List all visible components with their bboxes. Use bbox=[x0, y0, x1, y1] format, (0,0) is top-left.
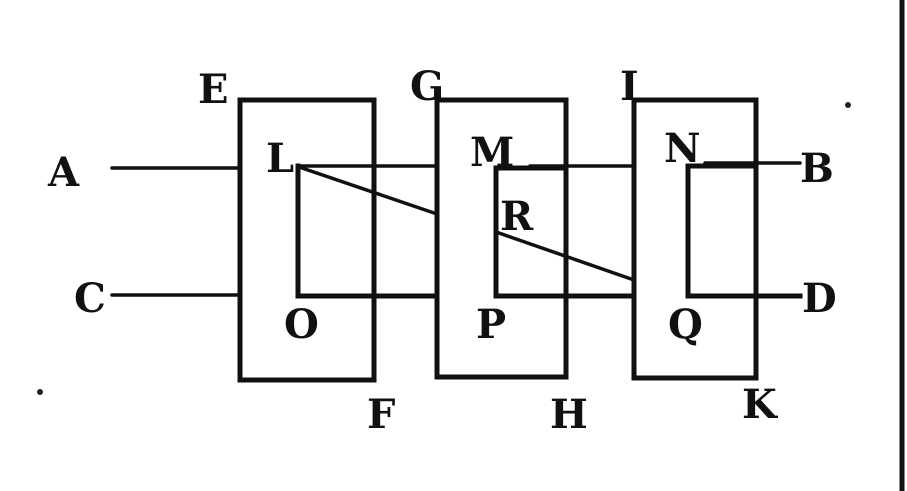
rectangle-EF bbox=[237, 97, 377, 383]
rectangle-IK bbox=[631, 97, 759, 381]
label-R: R bbox=[500, 193, 534, 240]
label-C: C bbox=[74, 275, 106, 322]
inner-rectangle-MP bbox=[493, 165, 637, 299]
label-N: N bbox=[664, 125, 701, 172]
inner-rectangle-LO bbox=[295, 163, 440, 299]
diagonal-R-to-Q bbox=[494, 230, 636, 282]
rectangle-GH bbox=[434, 97, 569, 380]
label-P: P bbox=[476, 301, 506, 348]
label-K: K bbox=[742, 381, 778, 428]
label-M: M bbox=[470, 129, 514, 176]
label-A: A bbox=[47, 149, 80, 196]
label-B: B bbox=[800, 145, 834, 192]
speck-mark bbox=[845, 102, 851, 108]
label-I: I bbox=[620, 63, 639, 110]
label-Q: Q bbox=[668, 301, 703, 348]
label-F: F bbox=[367, 391, 395, 438]
diagonal-L-to-G bbox=[300, 166, 439, 216]
label-L: L bbox=[266, 135, 294, 182]
label-E: E bbox=[198, 66, 229, 113]
inner-rectangle-NQ bbox=[685, 163, 803, 299]
speck-mark bbox=[37, 389, 43, 395]
label-O: O bbox=[284, 301, 319, 348]
label-D: D bbox=[802, 275, 837, 322]
label-G: G bbox=[410, 63, 444, 110]
label-H: H bbox=[550, 391, 588, 438]
